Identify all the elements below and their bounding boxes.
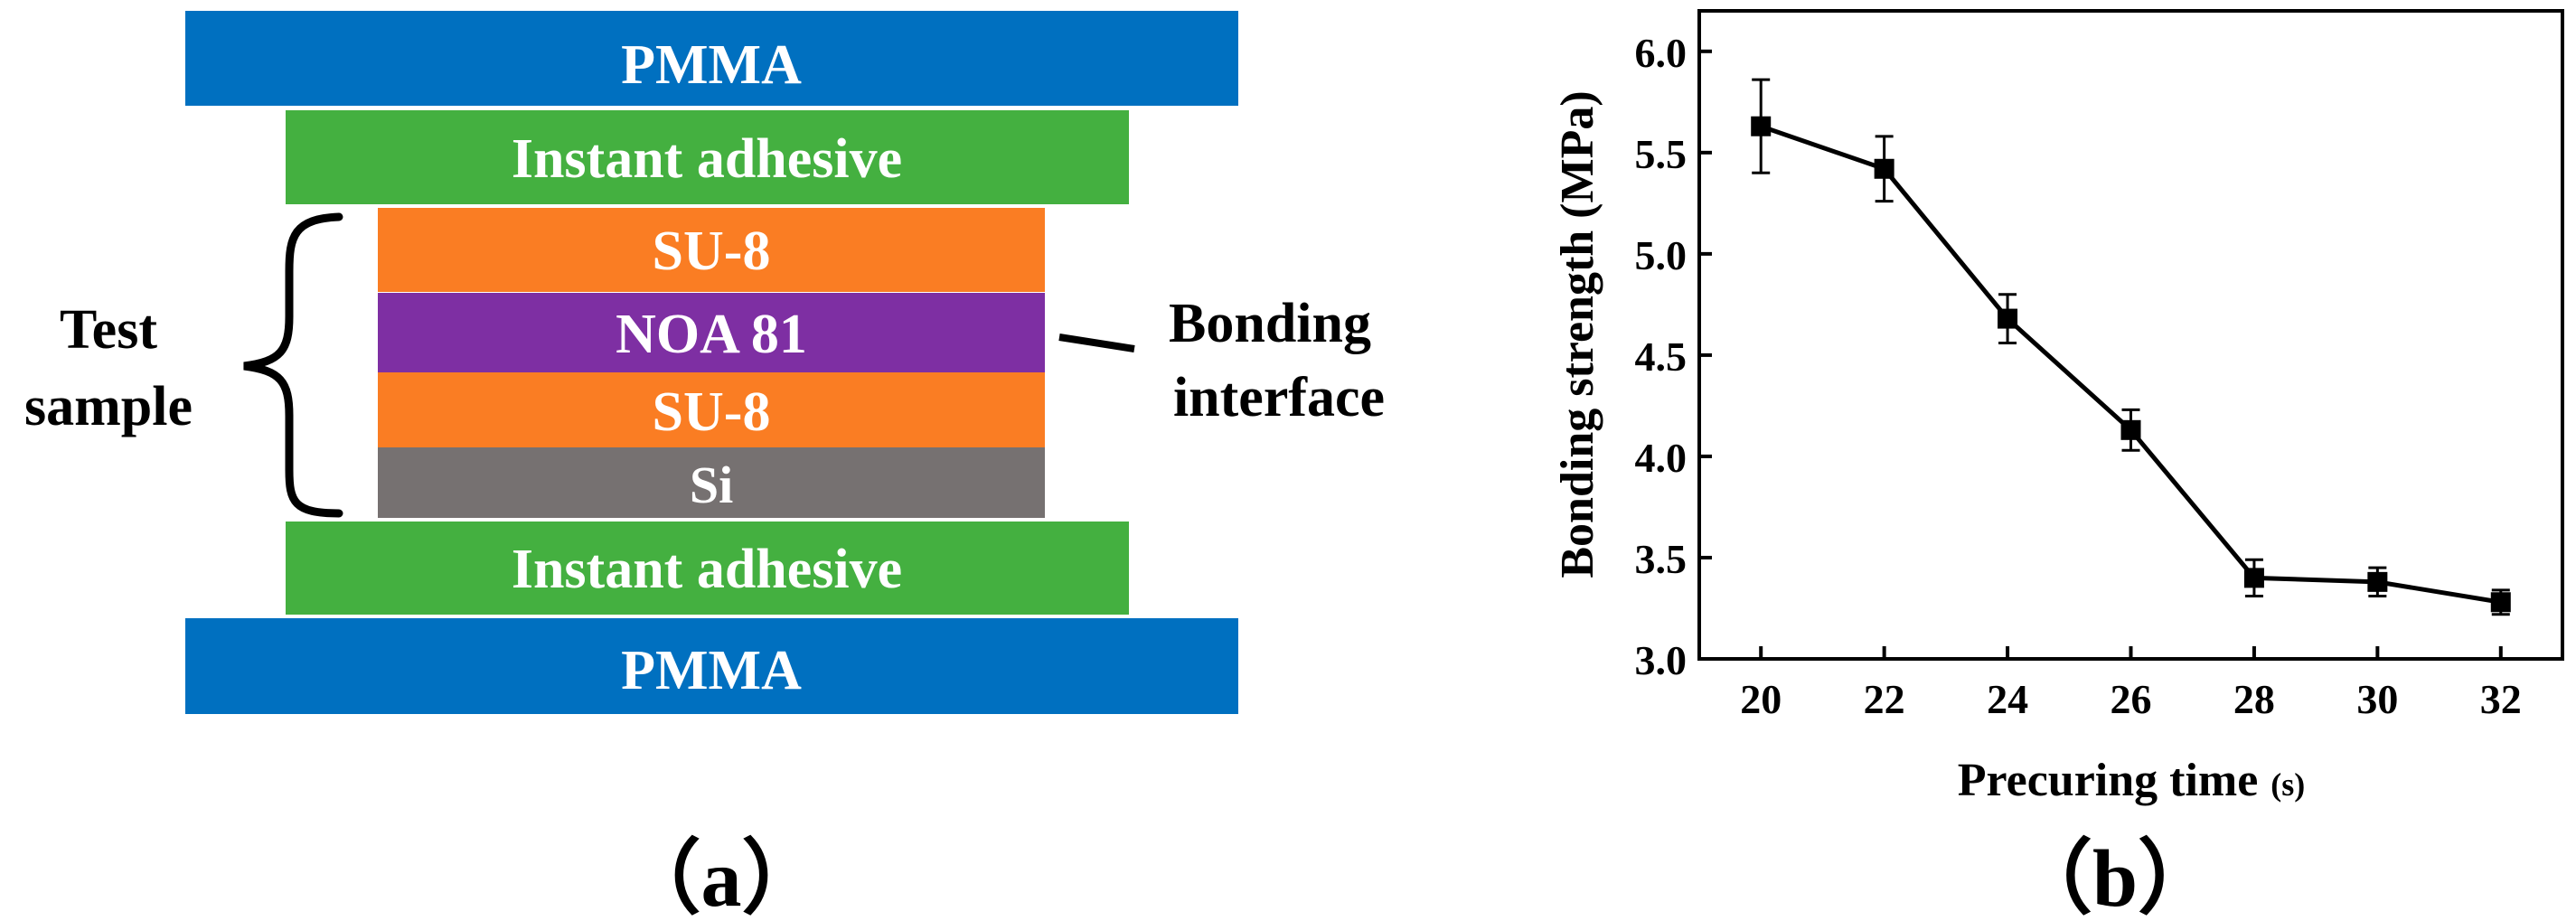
layer-pmma-top-label: PMMA — [621, 34, 802, 96]
x-tick-label-1: 22 — [1864, 676, 1905, 722]
y-tick-label-6: 6.0 — [1635, 30, 1688, 76]
data-point-4 — [2243, 568, 2264, 588]
chart-plot-frame — [1697, 9, 2564, 661]
layer-adhesive-top — [286, 110, 1129, 204]
bonding-interface-pointer — [1058, 334, 1135, 352]
y-tick-label-0: 3.0 — [1635, 637, 1688, 683]
layer-si-label: Si — [690, 456, 733, 514]
data-point-5 — [2367, 571, 2388, 592]
panel-b-caption: （b） — [2011, 834, 2219, 921]
chart-y-axis-label: Bonding strength (MPa) — [1552, 90, 1603, 578]
data-point-2 — [1998, 308, 2018, 329]
chart-points — [1751, 116, 2511, 613]
chart-x-axis-label: Precuring time (s) — [1958, 755, 2306, 806]
layer-adhesive-bottom-label: Instant adhesive — [512, 539, 902, 600]
test-sample-label-line1: Test — [60, 299, 157, 361]
y-tick-label-5: 5.5 — [1635, 131, 1688, 177]
y-tick-label-3: 4.5 — [1635, 334, 1688, 380]
chart-errorbars — [1752, 78, 2510, 616]
data-point-3 — [2120, 419, 2141, 440]
layer-su8-top-label: SU-8 — [653, 221, 771, 282]
test-sample-brace — [243, 212, 343, 518]
layer-su8-top — [378, 208, 1045, 292]
x-tick-label-4: 28 — [2233, 676, 2275, 722]
panel-b-chart: 3.0 3.5 4.0 4.5 5.0 5.5 6.0 20 22 24 26 28 30 32 Bond… — [1552, 9, 2564, 921]
x-tick-label-6: 32 — [2480, 676, 2522, 722]
layer-pmma-bottom-label: PMMA — [621, 640, 802, 701]
y-tick-label-1: 3.5 — [1635, 536, 1688, 582]
chart-ticks: 3.0 3.5 4.0 4.5 5.0 5.5 6.0 20 22 24 26 28 30 32 — [1635, 30, 2522, 722]
layer-su8-bottom-label: SU-8 — [653, 381, 771, 443]
test-sample-label-line2: sample — [24, 376, 193, 437]
layer-pmma-bottom — [185, 618, 1238, 714]
panel-a-caption: （a） — [620, 834, 823, 921]
x-tick-label-3: 26 — [2111, 676, 2152, 722]
data-point-1 — [1874, 158, 1894, 179]
layer-noa81-label: NOA 81 — [616, 304, 807, 365]
bonding-interface-label-line1: Bonding — [1169, 293, 1371, 354]
data-point-0 — [1751, 116, 1772, 136]
panel-a-diagram: PMMA Instant adhesive SU-8 NOA 81 SU-8 S… — [24, 11, 1385, 921]
bonding-interface-label-line2: interface — [1173, 367, 1385, 428]
data-point-6 — [2490, 592, 2511, 613]
y-tick-label-4: 5.0 — [1635, 232, 1688, 278]
layer-pmma-top — [185, 11, 1238, 106]
y-tick-label-2: 4.0 — [1635, 435, 1688, 481]
layer-adhesive-top-label: Instant adhesive — [512, 128, 902, 190]
layer-adhesive-bottom — [286, 522, 1129, 615]
layer-su8-bottom — [378, 372, 1045, 447]
layer-si — [378, 447, 1045, 518]
x-tick-label-5: 30 — [2356, 676, 2398, 722]
x-tick-label-2: 24 — [1987, 676, 2028, 722]
x-tick-label-0: 20 — [1740, 676, 1782, 722]
series-line-bonding-strength — [1760, 124, 2502, 605]
layer-noa81 — [378, 293, 1045, 372]
